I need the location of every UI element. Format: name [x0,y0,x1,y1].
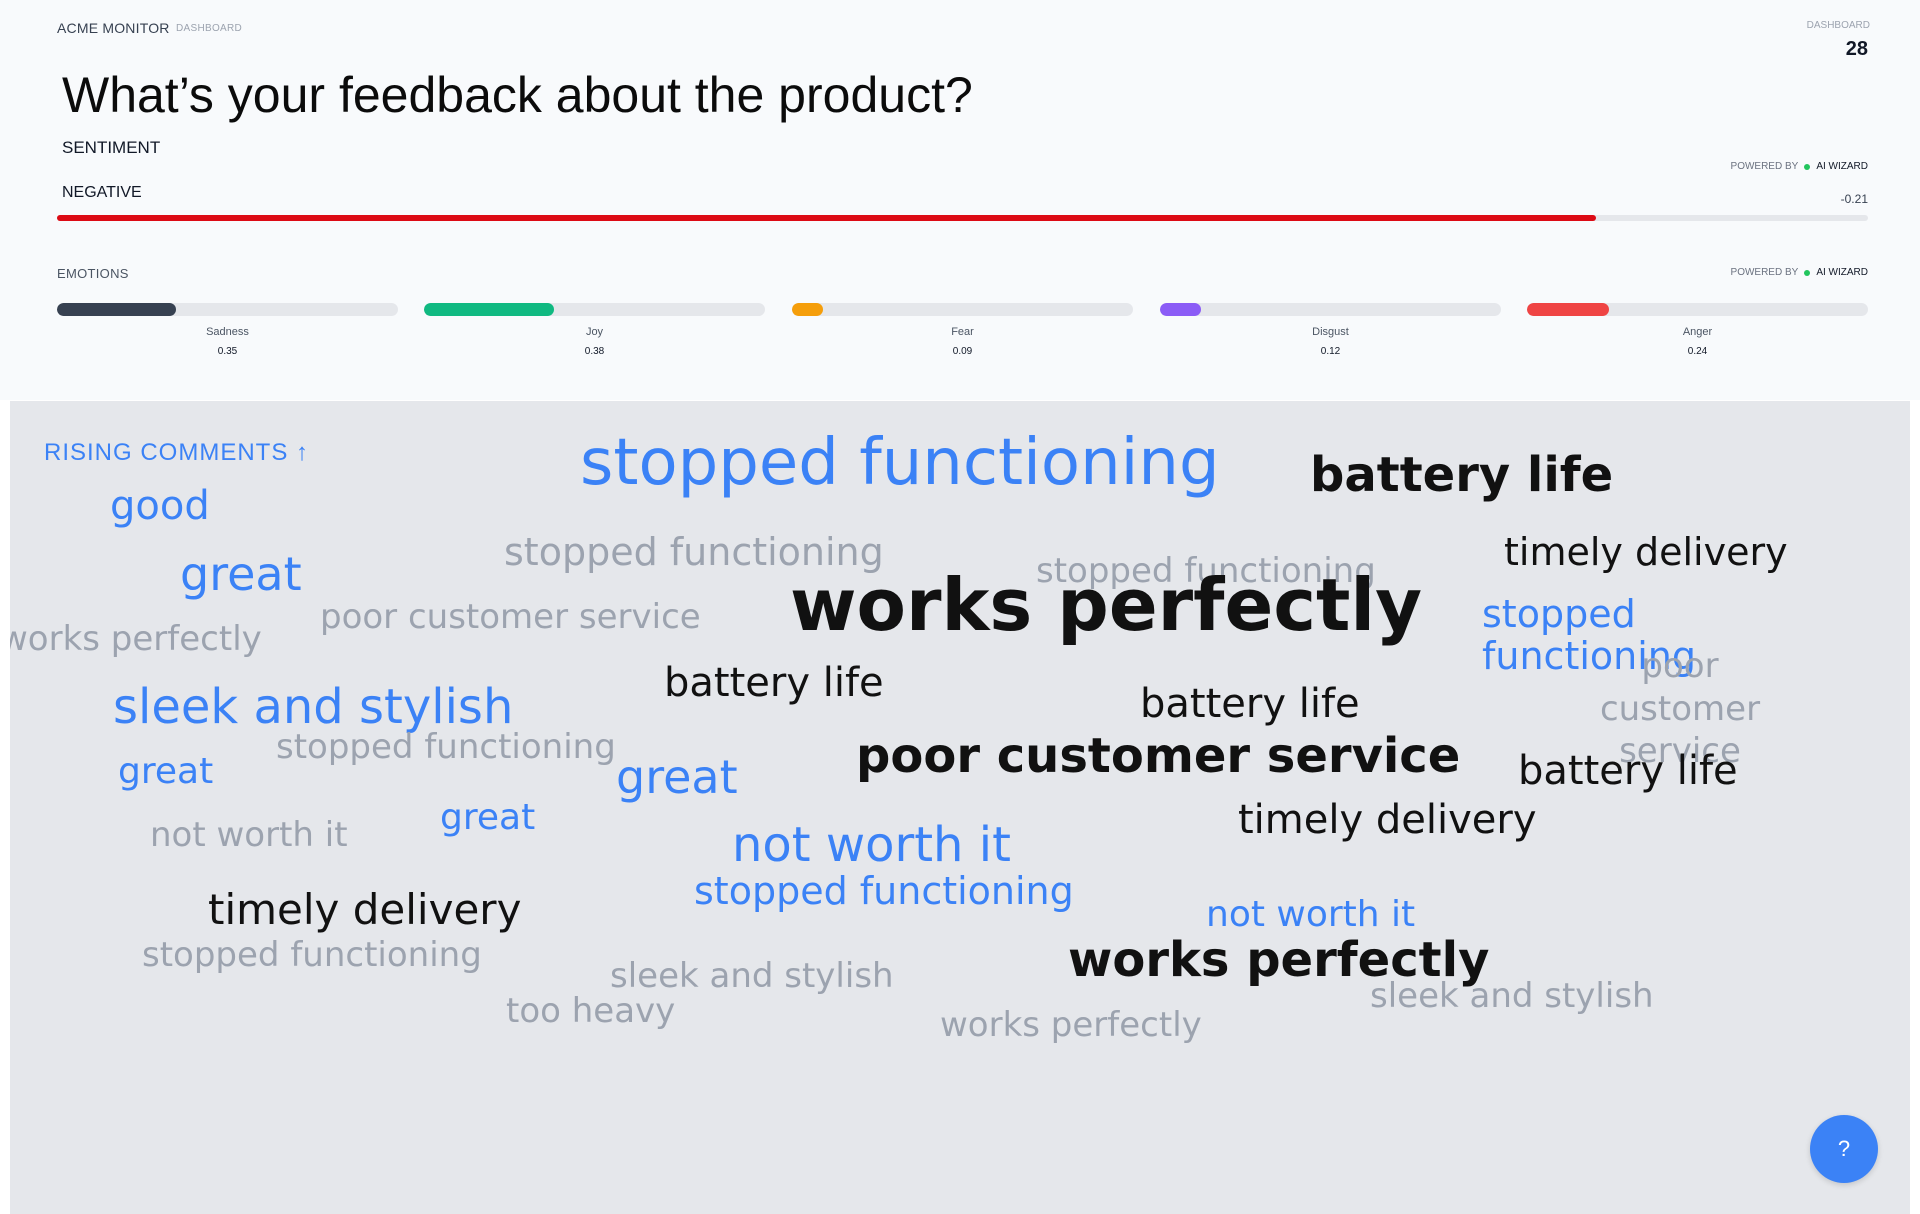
emotion-name: Fear [951,326,974,338]
emotion-name: Anger [1682,326,1713,338]
sentiment-powered-by: POWERED BY AI WIZARD [1731,161,1868,172]
emotion-value: 0.38 [584,346,605,357]
word-cloud-term[interactable]: not worth it [150,815,348,855]
emotion-value: 0.35 [217,346,238,357]
word-cloud-term[interactable]: sleek and stylish [113,679,514,735]
emotion-bar-fill [1527,303,1609,316]
word-cloud-term[interactable]: great [180,547,302,601]
word-cloud-term[interactable]: great [118,751,214,792]
question-title: What’s your feedback about the product? [62,67,973,123]
word-cloud-term[interactable]: great [616,750,738,804]
word-cloud-term[interactable]: stopped functioning [142,935,482,975]
brand-name[interactable]: ACME MONITOR [57,20,170,36]
dashboard-header-panel: ACME MONITOR DASHBOARD DASHBOARD 28 What… [0,0,1920,400]
emotion-bar [424,303,765,316]
emotion-sadness: Sadness 0.35 [57,303,398,357]
word-cloud-term[interactable]: good [110,483,210,529]
word-cloud-term[interactable]: stopped functioning [504,530,884,574]
word-cloud-term[interactable]: works perfectly [10,619,262,659]
emotion-bar-fill [57,303,177,316]
emotion-bar [1527,303,1868,316]
emotion-name: Disgust [1312,326,1349,338]
word-cloud-term[interactable]: battery life [1518,748,1738,794]
powered-by-label: POWERED BY [1730,161,1799,172]
word-cloud-term[interactable]: not worth it [732,817,1011,873]
word-cloud-term[interactable]: too heavy [506,991,676,1031]
provider-name: AI WIZARD [1816,267,1868,278]
status-dot-icon [1804,163,1811,170]
breadcrumb[interactable]: DASHBOARD [176,23,243,34]
word-cloud-term[interactable]: poor customer service [1599,646,1761,771]
word-cloud-term[interactable]: stopped functioning [694,869,1074,913]
help-button[interactable]: ? [1810,1115,1878,1183]
word-cloud-term[interactable]: poor customer service [856,728,1461,784]
word-cloud-term[interactable]: great [440,797,536,838]
emotion-value: 0.24 [1687,346,1708,357]
word-cloud-term[interactable]: battery life [1310,447,1614,503]
counter-value: 28 [1845,38,1868,60]
word-cloud-term[interactable]: stopped functioning [276,727,616,767]
sentiment-label: SENTIMENT [62,138,161,157]
emotion-fear: Fear 0.09 [792,303,1133,357]
powered-by-label: POWERED BY [1730,267,1799,278]
word-cloud-term[interactable]: not worth it [1206,894,1416,935]
sentiment-bar-fill [57,215,1597,221]
word-cloud-term[interactable]: timely delivery [1504,530,1788,574]
emotion-anger: Anger 0.24 [1527,303,1868,357]
emotion-bar-fill [424,303,554,316]
word-cloud-term[interactable]: battery life [664,660,884,706]
question-mark-icon: ? [1837,1136,1851,1161]
word-cloud-term[interactable]: timely delivery [208,885,522,934]
emotion-disgust: Disgust 0.12 [1160,303,1501,357]
status-dot-icon [1804,269,1811,276]
word-cloud-term[interactable]: sleek and stylish [610,956,894,996]
word-cloud-term[interactable]: stopped functioning [1482,592,1696,678]
sentiment-value: NEGATIVE [62,184,142,201]
emotions-label: EMOTIONS [57,266,129,281]
word-cloud-term[interactable]: sleek and stylish [1370,976,1654,1016]
emotions-powered-by: POWERED BY AI WIZARD [1731,267,1868,278]
emotion-joy: Joy 0.38 [424,303,765,357]
word-cloud-panel: RISING COMMENTS ↑ stopped functioning bat… [10,401,1910,1214]
counter-label: DASHBOARD [1806,20,1870,31]
emotion-name: Sadness [206,326,249,338]
sentiment-bar [57,215,1868,221]
word-cloud-term[interactable]: works perfectly [940,1005,1202,1045]
emotion-bar-fill [792,303,823,316]
word-cloud-term[interactable]: works perfectly [1068,932,1490,988]
provider-name: AI WIZARD [1816,161,1868,172]
emotion-bar [792,303,1133,316]
emotion-bar [1160,303,1501,316]
word-cloud-term[interactable]: stopped functioning [580,426,1220,500]
emotion-bar-fill [1160,303,1201,316]
emotion-value: 0.09 [952,346,973,357]
rising-comments-title[interactable]: RISING COMMENTS ↑ [44,439,310,466]
word-cloud-term[interactable]: battery life [1140,681,1360,727]
sentiment-score: -0.21 [1840,192,1868,206]
word-cloud-term[interactable]: works perfectly [790,563,1423,647]
emotion-value: 0.12 [1320,346,1341,357]
word-cloud-term[interactable]: poor customer service [320,597,701,637]
word-cloud-term[interactable]: timely delivery [1238,797,1537,843]
emotion-bar [57,303,398,316]
emotion-name: Joy [585,326,604,338]
word-cloud-term[interactable]: stopped functioning [1036,551,1376,591]
